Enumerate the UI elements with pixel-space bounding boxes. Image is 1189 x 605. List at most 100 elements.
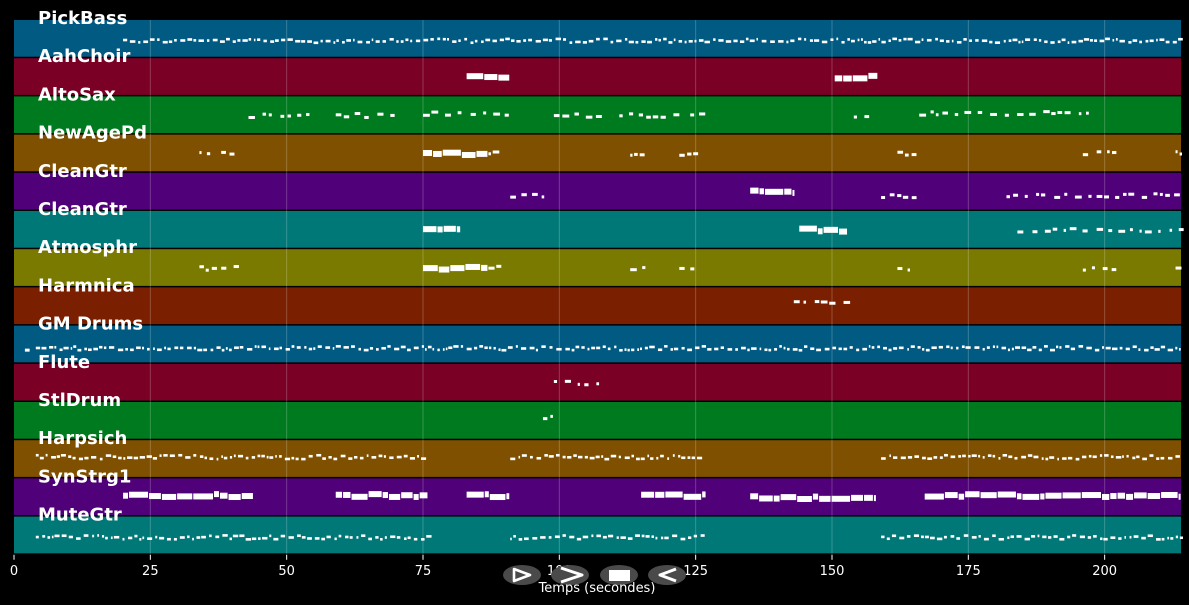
note-mark [263, 39, 267, 43]
track-label: NewAgePd [38, 123, 147, 144]
note-mark [328, 455, 332, 459]
fast-forward-button-bg[interactable] [551, 565, 589, 585]
stop-icon[interactable] [609, 570, 630, 581]
note-mark [314, 537, 320, 540]
note-mark [317, 345, 322, 348]
note-mark [396, 40, 399, 43]
note-segment [553, 379, 600, 387]
note-mark [346, 39, 351, 42]
rewind-button-bg[interactable] [648, 565, 686, 585]
note-mark [103, 346, 107, 350]
note-mark [1158, 229, 1161, 233]
note-mark [288, 536, 294, 539]
track-label: Harpsich [38, 428, 127, 449]
note-mark [1018, 40, 1021, 44]
note-mark [1015, 346, 1021, 349]
note-mark [1096, 150, 1102, 154]
note-mark [571, 348, 575, 352]
note-mark [595, 114, 602, 118]
note-mark [906, 535, 911, 538]
note-segment [750, 493, 876, 502]
note-mark [1043, 110, 1050, 114]
note-mark [1045, 492, 1062, 499]
note-mark [464, 37, 468, 41]
note-mark [714, 347, 719, 351]
note-mark [630, 268, 637, 272]
note-mark [287, 38, 293, 41]
note-mark [369, 347, 374, 350]
note-mark [51, 535, 54, 539]
note-mark [850, 39, 855, 43]
note-mark [177, 493, 193, 500]
note-mark [900, 456, 906, 460]
note-mark [944, 492, 958, 499]
note-mark [147, 537, 153, 540]
note-mark [167, 347, 171, 351]
note-mark [209, 457, 214, 461]
note-mark [163, 454, 168, 457]
fast-forward-icon[interactable] [560, 566, 584, 584]
note-mark [553, 380, 558, 384]
note-mark [950, 455, 956, 459]
note-mark [433, 150, 442, 157]
note-mark [834, 75, 843, 82]
note-mark [1029, 112, 1036, 116]
note-mark [718, 39, 724, 42]
note-mark [159, 454, 162, 457]
note-mark [1021, 455, 1027, 459]
note-mark [377, 112, 384, 116]
note-mark [1086, 346, 1092, 350]
note-mark [1041, 457, 1044, 460]
note-mark [542, 38, 548, 42]
note-mark [35, 535, 39, 539]
note-mark [1036, 192, 1040, 196]
note-mark [562, 455, 566, 459]
note-mark [1032, 230, 1038, 234]
note-mark [133, 456, 139, 460]
note-mark [461, 152, 476, 159]
note-mark [409, 457, 415, 460]
note-mark [1088, 454, 1092, 458]
note-mark [704, 40, 710, 44]
note-segment [35, 453, 427, 461]
note-mark [596, 346, 601, 350]
note-mark [664, 345, 668, 348]
rewind-icon[interactable] [658, 567, 677, 583]
note-mark [610, 454, 617, 458]
note-mark [1172, 40, 1177, 44]
fast-forward-button[interactable] [551, 565, 589, 585]
note-mark [540, 536, 546, 539]
play-icon[interactable] [512, 567, 532, 583]
note-mark [1007, 536, 1010, 540]
note-mark [550, 414, 553, 418]
note-mark [1115, 195, 1120, 199]
note-mark [1078, 345, 1084, 348]
note-mark [672, 534, 678, 538]
note-mark [1038, 39, 1042, 42]
note-mark [975, 39, 979, 42]
note-mark [532, 536, 538, 540]
track-label: Flute [38, 352, 90, 373]
note-mark [93, 347, 99, 351]
rewind-button[interactable] [648, 565, 686, 585]
note-mark [254, 345, 257, 348]
note-mark [997, 491, 1016, 498]
note-mark [1016, 493, 1022, 500]
note-mark [437, 348, 440, 352]
note-mark [1091, 266, 1095, 270]
note-mark [146, 455, 152, 458]
note-mark [619, 348, 623, 352]
note-mark [262, 536, 268, 540]
play-button-bg[interactable] [503, 565, 541, 585]
note-mark [1132, 456, 1136, 460]
note-mark [1042, 535, 1047, 539]
note-mark [325, 39, 331, 43]
note-mark [70, 347, 73, 350]
stop-button[interactable] [600, 565, 638, 585]
note-mark [422, 113, 430, 117]
note-mark [935, 113, 939, 117]
play-button[interactable] [503, 565, 541, 585]
note-mark [911, 153, 917, 157]
note-mark [720, 346, 725, 349]
note-segment [248, 112, 310, 119]
